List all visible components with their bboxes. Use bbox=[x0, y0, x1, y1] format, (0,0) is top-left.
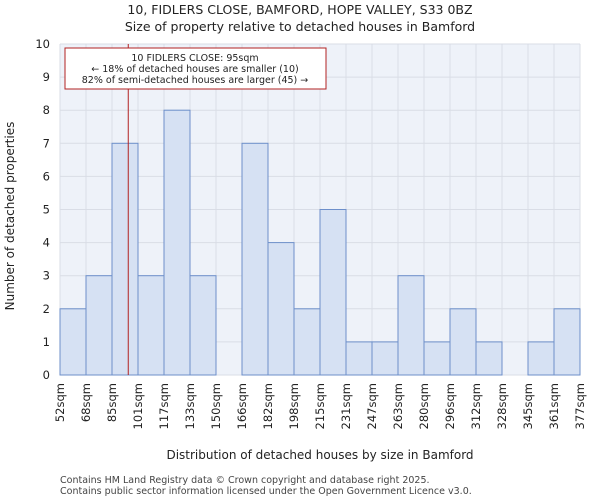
bar-215sqm bbox=[319, 209, 347, 376]
y-tick-label: 0 bbox=[43, 368, 50, 382]
x-tick-label: 312sqm bbox=[469, 383, 483, 429]
chart-subtitle: Size of property relative to detached ho… bbox=[125, 19, 475, 34]
y-tick-label: 7 bbox=[43, 136, 50, 150]
bar-182sqm bbox=[267, 242, 295, 376]
y-tick-label: 2 bbox=[43, 302, 50, 316]
x-tick-label: 85sqm bbox=[105, 383, 119, 422]
x-axis-label: Distribution of detached houses by size … bbox=[166, 448, 473, 462]
bar-263sqm bbox=[397, 275, 425, 376]
y-tick-label: 4 bbox=[43, 236, 50, 250]
y-tick-label: 10 bbox=[35, 37, 50, 51]
y-tick-label: 3 bbox=[43, 269, 50, 283]
y-tick-label: 8 bbox=[43, 103, 50, 117]
x-tick-label: 150sqm bbox=[209, 383, 223, 429]
x-tick-label: 166sqm bbox=[235, 383, 249, 429]
footer-line-2: Contains public sector information licen… bbox=[60, 486, 472, 497]
y-tick-label: 9 bbox=[43, 70, 50, 84]
annotation-box bbox=[64, 47, 327, 90]
bar-52sqm bbox=[59, 308, 87, 376]
x-tick-label: 215sqm bbox=[313, 383, 327, 429]
bar-117sqm bbox=[163, 109, 191, 376]
bar-296sqm bbox=[449, 308, 477, 376]
bar-133sqm bbox=[189, 275, 217, 376]
bar-361sqm bbox=[553, 308, 581, 376]
bar-166sqm bbox=[241, 142, 269, 376]
bar-280sqm bbox=[423, 341, 451, 376]
annotation-line-1: 10 FIDLERS CLOSE: 95sqm bbox=[131, 53, 258, 64]
y-tick-label: 6 bbox=[43, 169, 50, 183]
bar-247sqm bbox=[371, 341, 399, 376]
x-tick-label: 198sqm bbox=[287, 383, 301, 429]
bar-312sqm bbox=[475, 341, 503, 376]
x-tick-label: 52sqm bbox=[53, 383, 67, 422]
bars bbox=[59, 109, 581, 376]
x-tick-label: 280sqm bbox=[417, 383, 431, 429]
x-tick-label: 231sqm bbox=[339, 383, 353, 429]
annotation-line-2: ← 18% of detached houses are smaller (10… bbox=[91, 64, 298, 75]
x-tick-label: 345sqm bbox=[521, 383, 535, 429]
x-tick-label: 68sqm bbox=[79, 383, 93, 422]
y-tick-label: 1 bbox=[43, 335, 50, 349]
bar-345sqm bbox=[527, 341, 555, 376]
x-tick-label: 263sqm bbox=[391, 383, 405, 429]
x-tick-label: 328sqm bbox=[495, 383, 509, 429]
x-tick-label: 296sqm bbox=[443, 383, 457, 429]
x-tick-labels: 52sqm 68sqm 85sqm 101sqm 117sqm 133sqm 150sqm 1… bbox=[53, 383, 587, 429]
bar-85sqm bbox=[111, 142, 139, 376]
x-tick-label: 182sqm bbox=[261, 383, 275, 429]
y-tick-labels: 0 1 2 3 4 5 6 7 8 9 10 bbox=[35, 37, 50, 382]
x-tick-label: 117sqm bbox=[157, 383, 171, 429]
bar-198sqm bbox=[293, 308, 321, 376]
x-tick-label: 361sqm bbox=[547, 383, 561, 429]
x-tick-label: 133sqm bbox=[183, 383, 197, 429]
bar-231sqm bbox=[345, 341, 373, 376]
x-tick-label: 101sqm bbox=[131, 383, 145, 429]
y-tick-label: 5 bbox=[43, 203, 50, 217]
bar-101sqm bbox=[137, 275, 165, 376]
x-tick-label: 247sqm bbox=[365, 383, 379, 429]
chart-title: 10, FIDLERS CLOSE, BAMFORD, HOPE VALLEY,… bbox=[127, 2, 472, 17]
annotation-line-3: 82% of semi-detached houses are larger (… bbox=[82, 75, 309, 86]
x-tick-label: 377sqm bbox=[573, 383, 587, 429]
y-axis-label: Number of detached properties bbox=[3, 122, 17, 311]
bar-68sqm bbox=[85, 275, 113, 376]
footer-line-1: Contains HM Land Registry data © Crown c… bbox=[60, 475, 430, 486]
